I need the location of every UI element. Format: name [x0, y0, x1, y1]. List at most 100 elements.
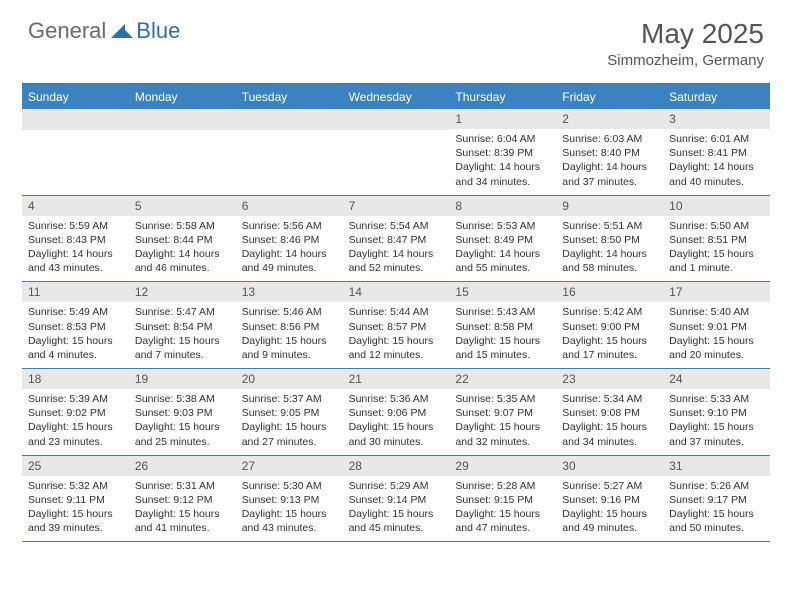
day-info: Sunrise: 5:54 AMSunset: 8:47 PMDaylight:…: [343, 219, 450, 276]
sunrise-text: Sunrise: 5:31 AM: [135, 479, 230, 493]
daylight-text: Daylight: 15 hours and 49 minutes.: [562, 507, 657, 535]
daylight-text: Daylight: 15 hours and 15 minutes.: [455, 334, 550, 362]
sunrise-text: Sunrise: 5:29 AM: [349, 479, 444, 493]
day-number: 25: [22, 456, 129, 476]
day-info: Sunrise: 5:36 AMSunset: 9:06 PMDaylight:…: [343, 392, 450, 449]
day-number: 28: [343, 456, 450, 476]
sunset-text: Sunset: 9:06 PM: [349, 406, 444, 420]
day-cell: 3 Sunrise: 6:01 AMSunset: 8:41 PMDaylight…: [663, 109, 770, 195]
day-number: 21: [343, 369, 450, 389]
day-number: 18: [22, 369, 129, 389]
logo-text-blue: Blue: [136, 18, 180, 44]
sunrise-text: Sunrise: 6:04 AM: [455, 132, 550, 146]
weekday-cell: Sunday: [22, 85, 129, 109]
sunrise-text: Sunrise: 5:43 AM: [455, 305, 550, 319]
sunrise-text: Sunrise: 5:56 AM: [242, 219, 337, 233]
daylight-text: Daylight: 14 hours and 46 minutes.: [135, 247, 230, 275]
sunrise-text: Sunrise: 5:27 AM: [562, 479, 657, 493]
day-number: 27: [236, 456, 343, 476]
day-info: Sunrise: 5:59 AMSunset: 8:43 PMDaylight:…: [22, 219, 129, 276]
day-cell: 14Sunrise: 5:44 AMSunset: 8:57 PMDayligh…: [343, 282, 450, 368]
sunrise-text: Sunrise: 5:28 AM: [455, 479, 550, 493]
day-info: Sunrise: 5:46 AMSunset: 8:56 PMDaylight:…: [236, 305, 343, 362]
sunset-text: Sunset: 9:08 PM: [562, 406, 657, 420]
day-number: 19: [129, 369, 236, 389]
day-cell: 23Sunrise: 5:34 AMSunset: 9:08 PMDayligh…: [556, 369, 663, 455]
day-info: Sunrise: 5:40 AMSunset: 9:01 PMDaylight:…: [663, 305, 770, 362]
weekday-cell: Thursday: [449, 85, 556, 109]
day-cell: [343, 109, 450, 195]
sunrise-text: Sunrise: 5:39 AM: [28, 392, 123, 406]
sunset-text: Sunset: 9:15 PM: [455, 493, 550, 507]
day-info: Sunrise: 5:37 AMSunset: 9:05 PMDaylight:…: [236, 392, 343, 449]
day-number: 4: [22, 196, 129, 216]
day-number: [22, 109, 129, 130]
daylight-text: Daylight: 14 hours and 55 minutes.: [455, 247, 550, 275]
day-number: 2: [556, 109, 663, 129]
day-number: [129, 109, 236, 130]
daylight-text: Daylight: 14 hours and 34 minutes.: [455, 160, 550, 188]
day-cell: [236, 109, 343, 195]
day-cell: 17Sunrise: 5:40 AMSunset: 9:01 PMDayligh…: [663, 282, 770, 368]
weekday-cell: Friday: [556, 85, 663, 109]
daylight-text: Daylight: 14 hours and 40 minutes.: [669, 160, 764, 188]
day-info: Sunrise: 5:33 AMSunset: 9:10 PMDaylight:…: [663, 392, 770, 449]
day-cell: 26Sunrise: 5:31 AMSunset: 9:12 PMDayligh…: [129, 456, 236, 542]
daylight-text: Daylight: 15 hours and 32 minutes.: [455, 420, 550, 448]
sunrise-text: Sunrise: 5:40 AM: [669, 305, 764, 319]
sunset-text: Sunset: 8:53 PM: [28, 320, 123, 334]
daylight-text: Daylight: 15 hours and 47 minutes.: [455, 507, 550, 535]
calendar: SundayMondayTuesdayWednesdayThursdayFrid…: [22, 83, 770, 542]
day-number: 22: [449, 369, 556, 389]
daylight-text: Daylight: 15 hours and 20 minutes.: [669, 334, 764, 362]
day-cell: 18 Sunrise: 5:39 AMSunset: 9:02 PMDayligh…: [22, 369, 129, 455]
day-number: 9: [556, 196, 663, 216]
sunrise-text: Sunrise: 6:03 AM: [562, 132, 657, 146]
sunrise-text: Sunrise: 5:26 AM: [669, 479, 764, 493]
day-cell: 19 Sunrise: 5:38 AMSunset: 9:03 PMDayligh…: [129, 369, 236, 455]
day-cell: 8Sunrise: 5:53 AMSunset: 8:49 PMDaylight…: [449, 196, 556, 282]
logo-triangle-icon: [111, 21, 133, 42]
week-row: 11Sunrise: 5:49 AMSunset: 8:53 PMDayligh…: [22, 282, 770, 369]
sunset-text: Sunset: 9:17 PM: [669, 493, 764, 507]
sunrise-text: Sunrise: 5:53 AM: [455, 219, 550, 233]
daylight-text: Daylight: 15 hours and 37 minutes.: [669, 420, 764, 448]
day-info: Sunrise: 5:42 AMSunset: 9:00 PMDaylight:…: [556, 305, 663, 362]
sunset-text: Sunset: 9:03 PM: [135, 406, 230, 420]
day-cell: 15Sunrise: 5:43 AMSunset: 8:58 PMDayligh…: [449, 282, 556, 368]
header: General Blue May 2025 Simmozheim, German…: [0, 0, 792, 77]
logo: General Blue: [28, 18, 180, 44]
sunset-text: Sunset: 9:07 PM: [455, 406, 550, 420]
daylight-text: Daylight: 15 hours and 23 minutes.: [28, 420, 123, 448]
day-number: 11: [22, 282, 129, 302]
sunset-text: Sunset: 9:02 PM: [28, 406, 123, 420]
day-cell: 13Sunrise: 5:46 AMSunset: 8:56 PMDayligh…: [236, 282, 343, 368]
sunrise-text: Sunrise: 5:38 AM: [135, 392, 230, 406]
daylight-text: Daylight: 15 hours and 1 minute.: [669, 247, 764, 275]
daylight-text: Daylight: 15 hours and 17 minutes.: [562, 334, 657, 362]
day-info: Sunrise: 5:26 AMSunset: 9:17 PMDaylight:…: [663, 479, 770, 536]
sunset-text: Sunset: 9:05 PM: [242, 406, 337, 420]
sunrise-text: Sunrise: 5:54 AM: [349, 219, 444, 233]
day-info: Sunrise: 6:01 AMSunset: 8:41 PMDaylight:…: [663, 132, 770, 189]
day-cell: 24Sunrise: 5:33 AMSunset: 9:10 PMDayligh…: [663, 369, 770, 455]
day-number: 3: [663, 109, 770, 129]
day-number: 1: [449, 109, 556, 129]
week-row: 4 Sunrise: 5:59 AMSunset: 8:43 PMDaylight…: [22, 196, 770, 283]
sunrise-text: Sunrise: 5:46 AM: [242, 305, 337, 319]
day-info: Sunrise: 5:56 AMSunset: 8:46 PMDaylight:…: [236, 219, 343, 276]
daylight-text: Daylight: 15 hours and 41 minutes.: [135, 507, 230, 535]
sunset-text: Sunset: 8:49 PM: [455, 233, 550, 247]
day-cell: 9Sunrise: 5:51 AMSunset: 8:50 PMDaylight…: [556, 196, 663, 282]
day-number: 23: [556, 369, 663, 389]
sunset-text: Sunset: 8:51 PM: [669, 233, 764, 247]
sunset-text: Sunset: 9:01 PM: [669, 320, 764, 334]
daylight-text: Daylight: 15 hours and 25 minutes.: [135, 420, 230, 448]
sunset-text: Sunset: 9:13 PM: [242, 493, 337, 507]
daylight-text: Daylight: 14 hours and 49 minutes.: [242, 247, 337, 275]
day-cell: 20 Sunrise: 5:37 AMSunset: 9:05 PMDayligh…: [236, 369, 343, 455]
day-number: [343, 109, 450, 130]
day-cell: 27Sunrise: 5:30 AMSunset: 9:13 PMDayligh…: [236, 456, 343, 542]
day-number: 20: [236, 369, 343, 389]
sunset-text: Sunset: 8:43 PM: [28, 233, 123, 247]
